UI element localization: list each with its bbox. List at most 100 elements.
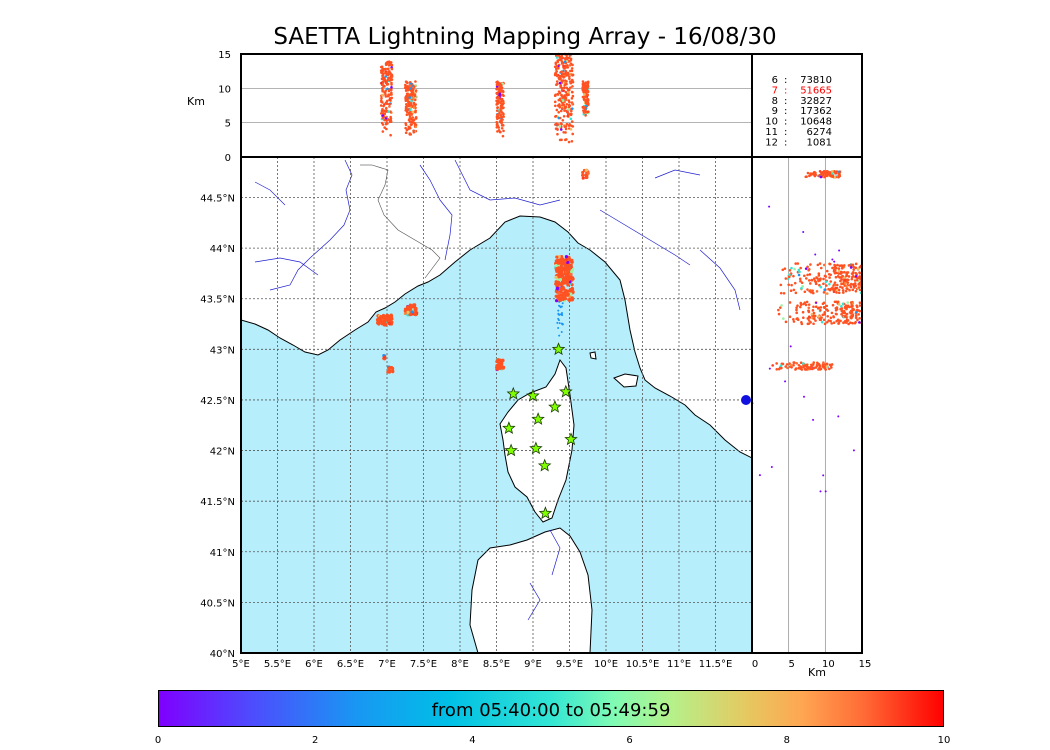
top-source xyxy=(409,108,412,111)
right-source xyxy=(854,316,858,319)
top-source xyxy=(556,60,560,64)
lightning-source xyxy=(567,298,572,302)
top-source xyxy=(581,82,585,86)
right-source xyxy=(858,288,862,292)
lightning-source xyxy=(565,263,569,268)
lat-label: 43°N xyxy=(210,345,235,356)
table-station-count: 11 xyxy=(765,127,778,138)
lightning-source xyxy=(387,370,392,374)
top-source xyxy=(381,80,385,84)
right-source xyxy=(793,267,796,271)
right-source xyxy=(837,175,840,179)
top-source xyxy=(381,130,385,133)
top-source xyxy=(569,109,573,113)
top-source xyxy=(384,75,387,78)
top-source xyxy=(571,85,574,88)
right-source xyxy=(845,315,848,319)
top-source xyxy=(569,86,572,89)
lightning-source xyxy=(564,255,569,259)
right-source xyxy=(798,277,802,281)
top-source xyxy=(571,79,574,83)
right-source xyxy=(814,253,817,256)
right-source xyxy=(792,288,796,292)
top-source xyxy=(381,88,384,92)
top-source xyxy=(386,73,390,77)
top-source xyxy=(390,83,393,86)
right-source xyxy=(818,364,822,367)
lightning-source xyxy=(389,318,393,323)
right-source xyxy=(799,361,803,364)
lightning-source xyxy=(496,365,500,370)
right-source xyxy=(804,277,808,280)
lon-label: 11°E xyxy=(667,659,691,670)
top-source xyxy=(555,64,559,68)
top-source xyxy=(379,112,383,115)
right-source xyxy=(819,175,823,179)
top-source xyxy=(583,108,587,111)
right-source xyxy=(817,279,820,283)
top-source xyxy=(410,99,413,103)
table-separator: : xyxy=(784,117,787,128)
top-source xyxy=(387,110,391,113)
lightning-source xyxy=(570,269,574,274)
lightning-source xyxy=(562,287,566,291)
right-source xyxy=(834,275,838,279)
right-source xyxy=(779,291,783,295)
right-source xyxy=(817,315,821,318)
top-source xyxy=(560,122,563,126)
top-source xyxy=(554,61,558,65)
top-source xyxy=(497,126,501,129)
right-source xyxy=(829,319,832,323)
right-source xyxy=(837,291,841,295)
right-source xyxy=(849,316,853,320)
right-source xyxy=(855,304,859,307)
right-source xyxy=(841,286,844,289)
lightning-source xyxy=(562,278,566,282)
right-source xyxy=(845,287,848,290)
table-separator: : xyxy=(784,137,787,148)
lightning-source xyxy=(558,300,561,303)
top-source xyxy=(382,112,385,115)
right-source xyxy=(844,289,848,293)
right-source xyxy=(787,283,791,287)
top-source xyxy=(557,116,561,120)
figure-canvas: 5°E 5.5°E 6°E 6.5°E 7°E 7.5°E 8°E 8.5°E 9°E 9.5°E… xyxy=(187,50,871,679)
top-source xyxy=(414,80,417,83)
right-source xyxy=(799,303,803,307)
top-source xyxy=(565,138,568,141)
lightning-source xyxy=(410,310,414,314)
top-source xyxy=(560,79,563,83)
lightning-source xyxy=(569,292,573,296)
right-source xyxy=(814,282,818,286)
lightning-source xyxy=(560,272,564,276)
top-source xyxy=(382,84,386,88)
top-source xyxy=(558,77,561,81)
right-source xyxy=(807,366,810,370)
lightning-source xyxy=(554,275,558,279)
right-source xyxy=(807,268,810,272)
right-source xyxy=(813,277,816,281)
top-source xyxy=(499,115,503,119)
right-source xyxy=(839,285,842,289)
right-source xyxy=(833,260,836,263)
right-source xyxy=(799,266,803,270)
right-source xyxy=(810,363,813,367)
right-source xyxy=(854,274,858,278)
top-source xyxy=(408,96,412,99)
table-detection-count: 6274 xyxy=(807,127,832,138)
right-source xyxy=(836,274,840,278)
right-source xyxy=(790,266,793,270)
top-source xyxy=(562,114,566,118)
right-source xyxy=(858,265,862,269)
right-source xyxy=(834,283,837,287)
right-source xyxy=(832,321,836,325)
right-source xyxy=(807,306,811,310)
top-source xyxy=(502,94,505,97)
top-source xyxy=(388,72,392,76)
right-source xyxy=(839,319,842,323)
right-source xyxy=(817,274,821,277)
lon-label: 8°E xyxy=(451,659,469,670)
top-source xyxy=(558,138,562,142)
top-source xyxy=(501,134,505,138)
right-source xyxy=(840,282,843,286)
